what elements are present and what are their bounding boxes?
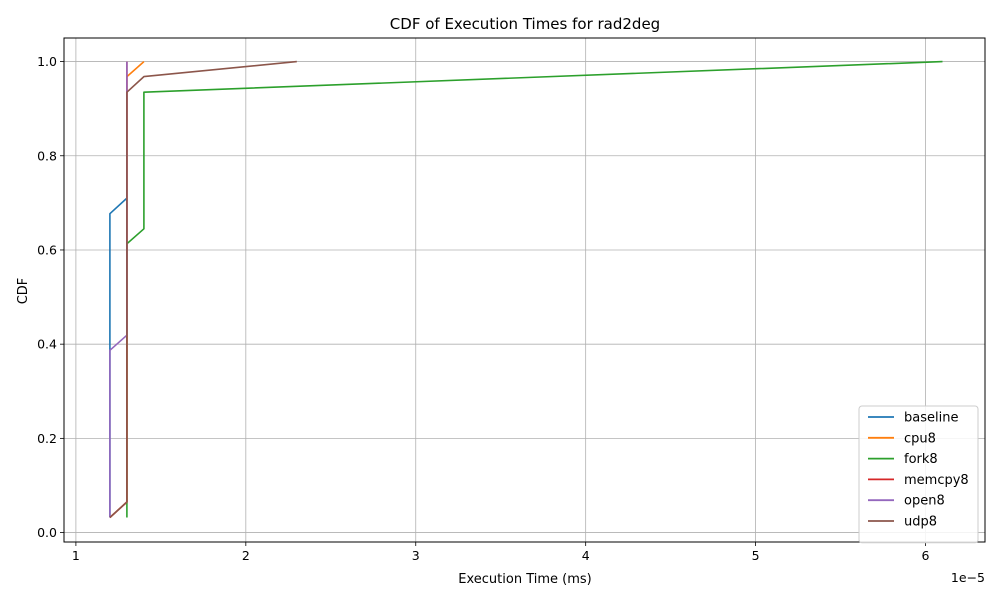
x-scale-offset: 1e−5 xyxy=(951,570,985,585)
y-tick-label: 0.0 xyxy=(37,525,57,540)
legend-label-cpu8: cpu8 xyxy=(904,431,936,446)
legend-label-fork8: fork8 xyxy=(904,452,938,467)
legend-label-udp8: udp8 xyxy=(904,515,937,530)
legend-label-baseline: baseline xyxy=(904,411,958,426)
axis-ticks: 1 2 3 4 5 6 0.0 0.2 0.4 0.6 0.8 1.0 xyxy=(37,54,929,563)
legend-box xyxy=(858,405,979,544)
series-lines xyxy=(109,60,943,519)
y-tick-label: 1.0 xyxy=(37,54,57,69)
x-axis-label: Execution Time (ms) xyxy=(458,572,591,587)
y-tick-label: 0.4 xyxy=(37,337,57,352)
legend-label-open8: open8 xyxy=(904,494,945,509)
legend-label-memcpy8: memcpy8 xyxy=(904,473,969,488)
x-tick-label: 1 xyxy=(72,548,80,563)
x-tick-label: 5 xyxy=(752,548,760,563)
plot-frame xyxy=(63,37,986,543)
chart-title: CDF of Execution Times for rad2deg xyxy=(390,15,660,33)
y-tick-label: 0.6 xyxy=(37,242,57,257)
grid-lines xyxy=(64,38,985,542)
series-line-udp8 xyxy=(109,60,297,519)
legend: baseline cpu8 fork8 memcpy8 open8 udp8 xyxy=(858,405,979,544)
y-tick-label: 0.8 xyxy=(37,148,57,163)
x-tick-label: 2 xyxy=(242,548,250,563)
x-tick-label: 3 xyxy=(412,548,420,563)
y-axis-label: CDF xyxy=(16,278,31,305)
y-tick-label: 0.2 xyxy=(37,431,57,446)
x-tick-label: 4 xyxy=(582,548,590,563)
x-tick-label: 6 xyxy=(922,548,930,563)
